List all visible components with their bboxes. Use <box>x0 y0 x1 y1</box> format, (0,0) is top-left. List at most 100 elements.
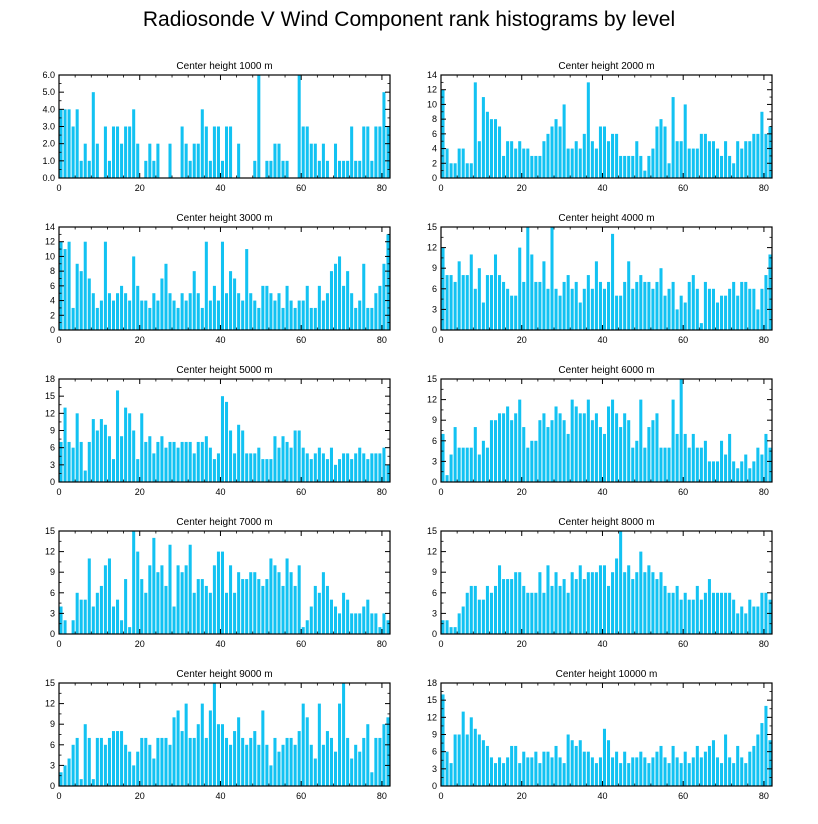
y-tick-label: 5.0 <box>42 87 55 97</box>
bar <box>720 593 723 634</box>
bar <box>132 431 135 483</box>
bar <box>314 453 317 482</box>
bar <box>494 254 497 330</box>
bar <box>752 746 755 786</box>
y-tick-label: 15 <box>427 526 437 536</box>
bar <box>286 161 289 178</box>
bar <box>724 735 727 787</box>
x-tick-label: 80 <box>759 183 769 193</box>
bar <box>672 593 675 634</box>
y-tick-label: 9 <box>432 730 437 740</box>
y-tick-label: 0 <box>50 477 55 487</box>
bar <box>575 746 578 786</box>
bar <box>237 144 240 178</box>
bar <box>148 144 151 178</box>
y-tick-label: 12 <box>427 712 437 722</box>
bar <box>744 141 747 178</box>
bar <box>684 434 687 482</box>
bar <box>450 627 453 634</box>
bar <box>744 455 747 482</box>
bar <box>591 141 594 178</box>
bar <box>680 141 683 178</box>
bar <box>631 156 634 178</box>
bar <box>76 738 79 786</box>
bar <box>550 227 553 330</box>
bar <box>310 308 313 330</box>
bar <box>322 572 325 634</box>
bar <box>668 763 671 786</box>
bar <box>651 572 654 634</box>
bar <box>510 296 513 330</box>
bar <box>474 82 477 178</box>
bar <box>120 731 123 786</box>
bar <box>132 256 135 330</box>
bar <box>514 746 517 786</box>
bar <box>664 586 667 634</box>
bar <box>378 286 381 330</box>
bar <box>571 572 574 634</box>
bar <box>458 613 461 634</box>
bar <box>462 448 465 482</box>
y-tick-label: 18 <box>45 374 55 384</box>
bar <box>534 156 537 178</box>
bar <box>708 289 711 330</box>
bar <box>659 572 662 634</box>
bar <box>128 127 131 179</box>
bar <box>458 261 461 330</box>
bar <box>619 296 622 330</box>
bar <box>330 448 333 482</box>
bar <box>322 301 325 330</box>
bar <box>156 738 159 786</box>
bar <box>720 156 723 178</box>
bar <box>277 144 280 178</box>
y-tick-label: 15 <box>427 695 437 705</box>
panel-10: Center height 10000 m0 20 40 60 800369121518 <box>427 669 772 801</box>
bar <box>273 565 276 634</box>
bar <box>128 752 131 786</box>
y-tick-label: 9 <box>432 567 437 577</box>
bar <box>708 579 711 634</box>
bar <box>177 448 180 482</box>
bar <box>286 738 289 786</box>
bar <box>619 427 622 482</box>
bar <box>330 271 333 330</box>
bar <box>672 746 675 786</box>
bar <box>744 763 747 786</box>
bar <box>140 301 143 330</box>
bar <box>611 234 614 330</box>
bar <box>651 289 654 330</box>
panel-1: Center height 1000 m0 20 40 60 800.01.02.03.… <box>42 61 390 193</box>
y-tick-label: 8 <box>50 266 55 276</box>
bar <box>668 448 671 482</box>
bar <box>651 149 654 178</box>
bar <box>310 745 313 786</box>
bar <box>124 127 127 179</box>
bar <box>382 613 385 634</box>
bar <box>350 127 353 179</box>
bar <box>450 163 453 178</box>
bar <box>760 593 763 634</box>
bar <box>716 149 719 178</box>
bar <box>100 419 103 482</box>
panel-title: Center height 9000 m <box>176 669 272 680</box>
bar <box>116 293 119 330</box>
bar <box>704 441 707 482</box>
bar <box>522 282 525 330</box>
bar <box>366 459 369 482</box>
bar <box>595 763 598 786</box>
bar <box>736 296 739 330</box>
bar <box>587 82 590 178</box>
bar <box>546 134 549 178</box>
x-tick-label: 0 <box>56 183 61 193</box>
bar <box>366 127 369 179</box>
bar <box>559 413 562 482</box>
bar <box>619 531 622 634</box>
x-tick-label: 60 <box>296 639 306 649</box>
bar <box>104 565 107 634</box>
y-tick-label: 3 <box>432 304 437 314</box>
bar <box>64 408 67 482</box>
x-tick-label: 0 <box>56 791 61 801</box>
bar <box>768 254 771 330</box>
bar <box>466 735 469 787</box>
bar <box>181 127 184 179</box>
